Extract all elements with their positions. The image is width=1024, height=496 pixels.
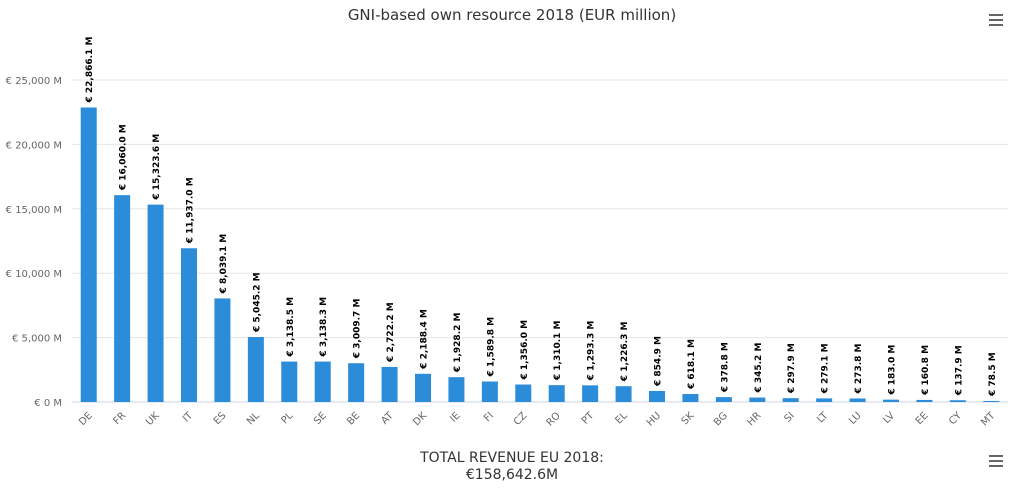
footer-menu-icon[interactable] (989, 455, 1003, 467)
data-label: € 279.1 M (821, 343, 831, 394)
bar-BG (715, 397, 732, 402)
x-tick-label: SE (312, 410, 329, 427)
x-tick-label: LU (847, 410, 864, 427)
y-tick-label: € 20,000 M (6, 140, 62, 151)
x-tick-label: BG (712, 410, 730, 428)
data-label: € 1,928.2 M (453, 312, 463, 373)
bar-PL (281, 361, 298, 402)
data-label: € 16,060.0 M (119, 124, 129, 191)
bar-IE (448, 377, 465, 402)
x-tick-label: LT (815, 410, 831, 426)
bar-PT (582, 385, 599, 402)
bar-FR (114, 195, 131, 402)
x-tick-label: SI (782, 410, 796, 424)
data-label: € 3,138.3 M (319, 297, 329, 358)
x-tick-label: HR (745, 410, 763, 428)
x-tick-label: MT (979, 410, 998, 429)
y-tick-label: € 0 M (34, 398, 62, 409)
x-tick-label: NL (245, 410, 262, 427)
y-tick-label: € 10,000 M (6, 269, 62, 280)
x-tick-label: UK (144, 410, 162, 428)
data-label: € 5,045.2 M (252, 272, 262, 333)
x-tick-label: EL (614, 410, 630, 426)
data-label: € 22,866.1 M (85, 37, 95, 104)
data-label: € 618.1 M (687, 339, 697, 390)
bar-CZ (515, 384, 532, 402)
x-tick-label: BE (345, 410, 362, 427)
data-label: € 297.9 M (787, 343, 797, 394)
data-label: € 378.8 M (720, 342, 730, 393)
data-label: € 137.9 M (954, 345, 964, 396)
total-revenue-label: TOTAL REVENUE EU 2018: (420, 450, 604, 466)
bar-RO (548, 385, 565, 402)
data-label: € 11,937.0 M (186, 177, 196, 244)
bar-DK (415, 373, 431, 402)
bar-MT (983, 400, 1000, 402)
x-tick-label: IT (181, 410, 196, 425)
data-label: € 854.9 M (654, 336, 664, 387)
bar-SK (682, 394, 699, 402)
bar-LT (816, 398, 833, 402)
bar-EL (615, 386, 632, 402)
data-label: € 1,293.3 M (587, 321, 597, 382)
data-label: € 273.8 M (854, 343, 864, 394)
x-tick-label: EE (914, 410, 931, 427)
data-label: € 2,188.4 M (420, 309, 430, 370)
y-tick-label: € 25,000 M (6, 76, 62, 87)
data-label: € 345.2 M (754, 343, 764, 394)
x-tick-label: CZ (512, 410, 530, 428)
bar-LU (849, 398, 866, 402)
bar-LV (883, 399, 899, 402)
bar-EE (916, 399, 933, 402)
x-tick-label: AT (379, 410, 396, 427)
bar-HU (649, 390, 665, 402)
bar-SE (314, 361, 331, 402)
total-revenue-value: €158,642.6M (465, 467, 559, 483)
x-tick-label: PT (580, 410, 597, 427)
bar-ES (214, 298, 231, 402)
bar-AT (381, 366, 398, 402)
bar-HR (749, 397, 766, 402)
data-label: € 8,039.1 M (219, 234, 229, 295)
chart-menu-icon[interactable] (989, 14, 1003, 26)
data-label: € 183.0 M (888, 345, 898, 396)
y-tick-label: € 5,000 M (12, 334, 62, 345)
data-label: € 1,589.8 M (486, 317, 496, 378)
data-label: € 3,009.7 M (353, 299, 363, 360)
x-tick-label: PL (279, 410, 295, 426)
bar-IT (181, 248, 197, 402)
total-revenue: TOTAL REVENUE EU 2018: €158,642.6M (0, 450, 1024, 484)
x-tick-label: FI (482, 410, 496, 424)
bar-SI (782, 398, 799, 402)
data-label: € 1,356.0 M (520, 320, 530, 381)
data-label: € 1,310.1 M (553, 320, 563, 381)
data-label: € 2,722.2 M (386, 302, 396, 363)
y-tick-label: € 15,000 M (6, 205, 62, 216)
data-label: € 160.8 M (921, 345, 931, 396)
data-label: € 15,323.6 M (152, 134, 162, 201)
bar-chart: € 0 M € 5,000 M € 10,000 M € 15,000 M € 20,0… (6, 37, 1008, 429)
bar-NL (247, 337, 264, 402)
bar-DE (80, 107, 97, 403)
bar-FI (481, 381, 498, 402)
data-label: € 3,138.5 M (286, 297, 296, 358)
x-tick-label: ES (212, 410, 229, 427)
x-tick-label: RO (545, 410, 563, 428)
x-tick-label: FR (112, 410, 129, 427)
data-label: € 1,226.3 M (620, 322, 630, 383)
x-tick-label: IE (448, 410, 462, 424)
chart-title: GNI-based own resource 2018 (EUR million… (347, 6, 677, 24)
x-tick-label: SK (680, 410, 697, 427)
x-tick-label: DE (77, 410, 95, 428)
x-tick-label: CY (947, 410, 965, 428)
x-tick-label: LV (881, 410, 897, 426)
x-tick-label: DK (411, 410, 429, 428)
bar-BE (348, 363, 365, 402)
bar-CY (949, 400, 966, 402)
bar-UK (147, 204, 164, 402)
data-label: € 78.5 M (988, 352, 998, 397)
x-tick-label: HU (645, 410, 663, 428)
